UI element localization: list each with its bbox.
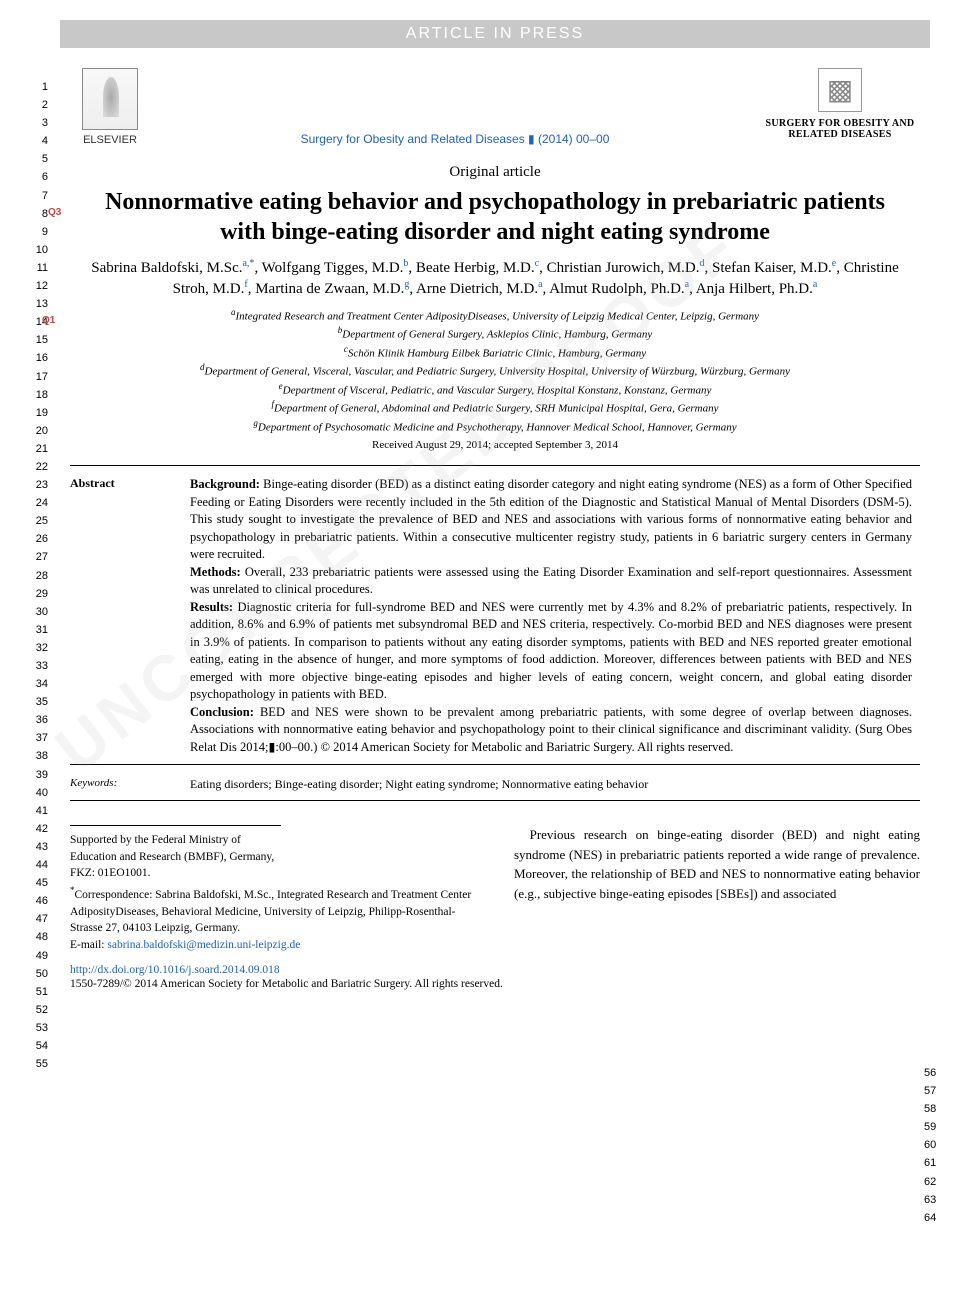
affiliation-ref[interactable]: a,* (242, 258, 254, 269)
affiliation: cSchön Klinik Hamburg Eilbek Bariatric C… (70, 343, 920, 362)
affiliation: dDepartment of General, Visceral, Vascul… (70, 361, 920, 380)
query-marker: Q1 (42, 315, 55, 326)
affiliation-ref[interactable]: b (403, 258, 408, 269)
author: Arne Dietrich, M.D.a (416, 281, 543, 297)
article-in-press-banner: ARTICLE IN PRESS (60, 20, 930, 48)
author: Almut Rudolph, Ph.D.a (549, 281, 689, 297)
footer-right-column: Previous research on binge-eating disord… (514, 825, 920, 954)
copyright-line: 1550-7289/© 2014 American Society for Me… (70, 978, 920, 990)
affiliation-list: aIntegrated Research and Treatment Cente… (70, 306, 920, 436)
abstract-section-heading: Results: (190, 600, 233, 614)
article-title: Nonnormative eating behavior and psychop… (100, 187, 890, 247)
email-label: E-mail: (70, 939, 105, 951)
author: Wolfgang Tigges, M.D.b (262, 260, 409, 276)
author-list: Sabrina Baldofski, M.Sc.a,*, Wolfgang Ti… (80, 257, 910, 300)
footer-left-column: Supported by the Federal Ministry of Edu… (70, 825, 476, 954)
publisher-logo: ELSEVIER (70, 68, 150, 156)
doi-link[interactable]: http://dx.doi.org/10.1016/j.soard.2014.0… (70, 964, 280, 976)
affiliation: gDepartment of Psychosomatic Medicine an… (70, 417, 920, 436)
abstract-section-text: Diagnostic criteria for full-syndrome BE… (190, 600, 912, 702)
affiliation-ref[interactable]: g (404, 279, 409, 290)
abstract-section-heading: Conclusion: (190, 705, 254, 719)
affiliation-ref[interactable]: e (832, 258, 836, 269)
elsevier-tree-icon (82, 68, 138, 130)
received-dates: Received August 29, 2014; accepted Septe… (70, 439, 920, 451)
abstract-section-heading: Background: (190, 477, 260, 491)
affiliation-ref[interactable]: d (700, 258, 705, 269)
query-marker: Q3 (48, 207, 61, 218)
line-numbers-left: 1234567891011121314151617181920212223242… (28, 78, 48, 1073)
affiliation-ref[interactable]: c (535, 258, 539, 269)
correspondence-text: Correspondence: Sabrina Baldofski, M.Sc.… (70, 889, 471, 934)
footer-columns: Supported by the Federal Ministry of Edu… (70, 825, 920, 954)
author: Beate Herbig, M.D.c (416, 260, 539, 276)
intro-paragraph: Previous research on binge-eating disord… (514, 825, 920, 903)
affiliation-ref[interactable]: a (538, 279, 542, 290)
affiliation: fDepartment of General, Abdominal and Pe… (70, 398, 920, 417)
journal-reference: Surgery for Obesity and Related Diseases… (301, 132, 610, 146)
affiliation-ref[interactable]: a (813, 279, 817, 290)
affiliation-ref[interactable]: a (685, 279, 689, 290)
article-type: Original article (70, 164, 920, 181)
header-row: ELSEVIER Surgery for Obesity and Related… (70, 68, 920, 156)
keywords-label: Keywords: (70, 777, 170, 792)
publisher-name: ELSEVIER (83, 134, 137, 146)
email-line: E-mail: sabrina.baldofski@medizin.uni-le… (70, 937, 476, 954)
affiliation: eDepartment of Visceral, Pediatric, and … (70, 380, 920, 399)
affiliation: aIntegrated Research and Treatment Cente… (70, 306, 920, 325)
journal-name: SURGERY FOR OBESITY AND RELATED DISEASES (760, 118, 920, 140)
abstract-body: Background: Binge-eating disorder (BED) … (190, 476, 920, 756)
author: Christian Jurowich, M.D.d (547, 260, 705, 276)
funding-note: Supported by the Federal Ministry of Edu… (70, 825, 281, 882)
affiliation: bDepartment of General Surgery, Asklepio… (70, 324, 920, 343)
author: Stefan Kaiser, M.D.e (712, 260, 836, 276)
doi-line: http://dx.doi.org/10.1016/j.soard.2014.0… (70, 964, 920, 976)
author: Sabrina Baldofski, M.Sc.a,* (91, 260, 254, 276)
abstract-section-text: Overall, 233 prebariatric patients were … (190, 565, 912, 597)
journal-placeholder-icon: ▩ (818, 68, 862, 112)
email-link[interactable]: sabrina.baldofski@medizin.uni-leipzig.de (107, 939, 300, 951)
abstract-block: Abstract Background: Binge-eating disord… (70, 465, 920, 765)
keywords-row: Keywords: Eating disorders; Binge-eating… (70, 769, 920, 801)
abstract-section-heading: Methods: (190, 565, 241, 579)
affiliation-ref[interactable]: f (244, 279, 247, 290)
keywords-text: Eating disorders; Binge-eating disorder;… (190, 777, 920, 792)
abstract-section-text: BED and NES were shown to be prevalent a… (190, 705, 912, 754)
correspondence: *Correspondence: Sabrina Baldofski, M.Sc… (70, 884, 476, 937)
abstract-section-text: Binge-eating disorder (BED) as a distinc… (190, 477, 912, 561)
line-numbers-right: 565758596061626364 (924, 1064, 944, 1227)
author: Martina de Zwaan, M.D.g (255, 281, 409, 297)
abstract-label: Abstract (70, 476, 170, 756)
author: Anja Hilbert, Ph.D.a (696, 281, 818, 297)
journal-logo: ▩ SURGERY FOR OBESITY AND RELATED DISEAS… (760, 68, 920, 140)
